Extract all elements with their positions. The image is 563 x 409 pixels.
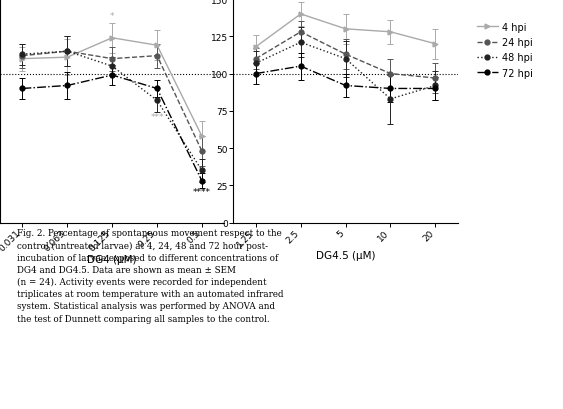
Text: ***: *** (150, 113, 164, 122)
X-axis label: DG4.5 (μM): DG4.5 (μM) (316, 250, 376, 261)
X-axis label: DG4 (μM): DG4 (μM) (87, 255, 137, 265)
Legend: 4 hpi, 24 hpi, 48 hpi, 72 hpi: 4 hpi, 24 hpi, 48 hpi, 72 hpi (476, 22, 533, 79)
Text: ****: **** (193, 187, 211, 196)
Text: Fig. 2. Percentage of spontaneous movement respect to the
control (untreated lar: Fig. 2. Percentage of spontaneous moveme… (17, 229, 283, 323)
Text: *: * (110, 12, 114, 21)
